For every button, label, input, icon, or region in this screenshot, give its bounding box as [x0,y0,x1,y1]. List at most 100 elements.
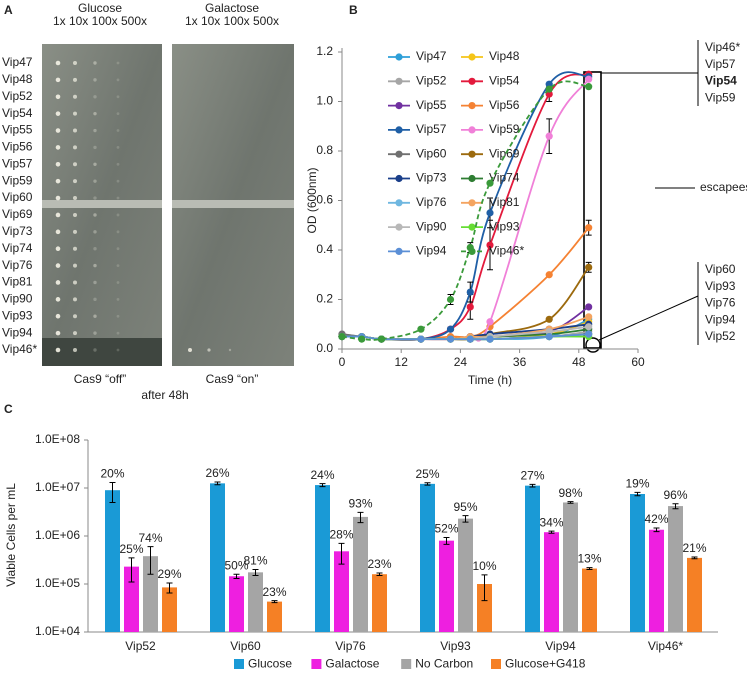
percent-label: 29% [157,567,181,581]
x-tick-label: Vip46* [648,639,683,653]
legend-label: Vip69 [489,146,520,160]
y-tick-label: 0.0 [316,341,333,355]
legend-label: Vip52 [416,73,447,87]
colony-spot [228,348,232,352]
data-point [585,323,593,331]
legend-label: Glucose+G418 [505,657,586,671]
colony-spot [93,145,97,150]
colony-spot [93,95,97,99]
colony-spot [93,348,97,352]
bar [544,532,559,632]
legend-label: Glucose [248,657,292,671]
error-bar [691,556,698,560]
colony-spot [73,348,77,352]
bar [124,566,139,632]
data-point [377,335,386,343]
bar [477,584,492,632]
data-point [486,318,494,326]
data-point [545,328,553,336]
plate-footer: Cas9 “off” [74,372,126,386]
error-bar [338,542,345,565]
legend-marker [468,126,476,134]
colony-spot [55,246,61,252]
colony-spot [55,195,61,201]
legend-marker [395,53,403,61]
error-bar [357,511,364,524]
data-point [545,85,553,93]
strain-label: Vip57 [2,156,33,170]
strain-label: Vip94 [2,325,33,339]
legend-marker [468,199,476,207]
x-tick-label: Vip76 [335,639,366,653]
legend-marker [395,223,403,231]
plate-dilutions: 1x 10x 100x 500x [53,14,147,28]
colony-spot [93,61,97,65]
colony-spot [55,297,61,302]
legend-marker [468,77,476,85]
data-point [545,271,553,279]
plate-footer: Cas9 “on” [206,372,259,386]
panel-label: C [4,402,13,416]
colony-spot [93,314,97,318]
colony-spot [73,196,77,201]
legend-swatch [401,659,412,669]
colony-spot [116,61,120,65]
escapee-box [583,71,602,349]
percent-label: 21% [682,541,706,555]
percent-label: 98% [558,486,582,500]
bar [458,518,473,632]
y-tick-label: 0.6 [316,193,333,207]
low-circle [585,337,601,353]
colony-spot [73,229,77,234]
data-point [446,325,455,333]
legend-label: Vip73 [416,171,447,185]
percent-label: 23% [262,585,286,599]
error-bar [252,569,259,577]
data-point [486,209,494,217]
legend-marker [468,174,476,183]
legend-label: Vip76 [416,195,447,209]
legend-label: Vip57 [416,122,447,136]
colony-spot [73,212,77,217]
error-bar [271,600,278,604]
percent-label: 25% [415,467,439,481]
x-tick-label: Vip93 [440,639,471,653]
data-point [585,330,593,338]
percent-label: 93% [348,497,372,511]
colony-spot [73,61,77,65]
error-bar [443,537,450,545]
percent-label: 42% [644,512,668,526]
strain-label: Vip81 [2,275,33,289]
colony-spot [93,247,97,251]
bar [563,502,578,632]
colony-spot [93,297,97,302]
colony-spot [55,111,61,116]
error-bar [109,482,116,503]
percent-label: 13% [577,552,601,566]
data-point [585,83,593,91]
panel-label: A [4,3,13,17]
colony-spot [73,128,77,133]
colony-spot [116,146,120,149]
legend-marker [395,126,403,134]
strain-label: Vip56 [2,140,33,154]
colony-spot [55,280,61,285]
y-tick-label: 1.0E+08 [35,432,80,446]
colony-spot [55,330,61,336]
colony-spot [55,212,61,218]
strain-annotation: Vip93 [705,279,736,293]
error-bar [586,567,593,571]
data-point [417,325,425,333]
x-tick-label: 24 [454,355,468,369]
percent-label: 50% [224,558,248,572]
colony-spot [73,145,77,150]
strain-label: Vip93 [2,308,33,322]
data-point [585,75,593,83]
colony-spot [116,179,120,183]
colony-spot [73,162,77,167]
bar [105,490,120,632]
percent-label: 28% [329,528,353,542]
data-point [466,303,474,311]
legend-label: Vip60 [416,146,447,160]
